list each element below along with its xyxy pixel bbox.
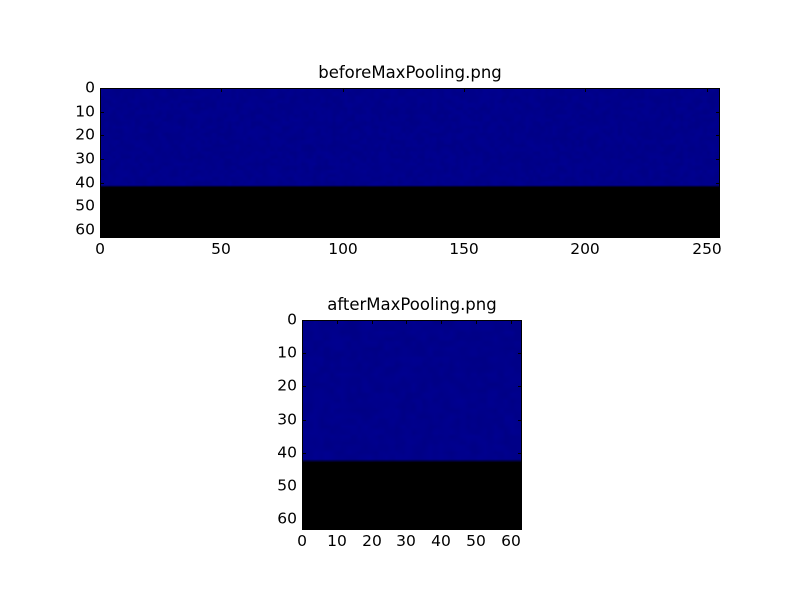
- y-ticklabel-40: 40: [75, 173, 95, 192]
- y-tick-20: [100, 135, 104, 136]
- x-tick-10: [337, 526, 338, 530]
- y-tick-right-10: [518, 353, 522, 354]
- x-tick-top-250: [707, 88, 708, 92]
- y-tick-right-40: [716, 183, 720, 184]
- y-tick-60: [302, 519, 306, 520]
- y-tick-right-10: [716, 112, 720, 113]
- x-tick-top-0: [100, 88, 101, 92]
- y-ticklabel-30: 30: [277, 410, 297, 429]
- x-tick-top-60: [511, 320, 512, 324]
- y-tick-10: [100, 112, 104, 113]
- x-tick-top-100: [343, 88, 344, 92]
- y-tick-right-40: [518, 453, 522, 454]
- y-ticklabel-20: 20: [277, 376, 297, 395]
- y-ticklabel-50: 50: [277, 476, 297, 495]
- plot-area-after: [302, 320, 522, 530]
- y-ticklabel-30: 30: [75, 149, 95, 168]
- x-tick-50: [221, 234, 222, 238]
- y-tick-30: [302, 420, 306, 421]
- y-tick-right-20: [518, 386, 522, 387]
- axes-after-max-pooling: afterMaxPooling.png 0 10 20 30 40 50 60 0 10 20 30…: [277, 296, 522, 549]
- y-tick-right-60: [518, 519, 522, 520]
- x-ticklabel-200: 200: [570, 240, 600, 258]
- y-tick-20: [302, 386, 306, 387]
- x-tick-top-0: [302, 320, 303, 324]
- x-ticklabel-150: 150: [449, 240, 479, 258]
- x-ticklabel-50: 50: [466, 532, 486, 550]
- x-tick-top-200: [585, 88, 586, 92]
- x-tick-top-30: [406, 320, 407, 324]
- x-tick-30: [406, 526, 407, 530]
- y-tick-0: [302, 320, 306, 321]
- y-tick-50: [100, 206, 104, 207]
- y-tick-right-30: [518, 420, 522, 421]
- y-ticklabel-50: 50: [75, 196, 95, 215]
- x-tick-40: [441, 526, 442, 530]
- x-ticklabel-100: 100: [328, 240, 358, 258]
- x-ticklabel-60: 60: [501, 532, 521, 550]
- x-tick-200: [585, 234, 586, 238]
- x-tick-top-40: [441, 320, 442, 324]
- y-tick-40: [302, 453, 306, 454]
- y-ticklabel-0: 0: [287, 310, 297, 329]
- x-ticklabel-50: 50: [211, 240, 231, 258]
- y-tick-right-60: [716, 230, 720, 231]
- x-tick-150: [464, 234, 465, 238]
- x-tick-250: [707, 234, 708, 238]
- x-tick-top-50: [221, 88, 222, 92]
- x-tick-50: [476, 526, 477, 530]
- x-tick-60: [511, 526, 512, 530]
- y-tick-right-0: [518, 320, 522, 321]
- x-tick-top-20: [372, 320, 373, 324]
- x-ticklabel-0: 0: [297, 532, 307, 550]
- x-tick-top-10: [337, 320, 338, 324]
- y-tick-right-50: [716, 206, 720, 207]
- x-ticklabel-250: 250: [692, 240, 722, 258]
- y-ticklabel-20: 20: [75, 125, 95, 144]
- y-tick-right-30: [716, 159, 720, 160]
- y-tick-right-20: [716, 135, 720, 136]
- y-tick-50: [302, 486, 306, 487]
- y-tick-10: [302, 353, 306, 354]
- heatmap-image-before: [101, 89, 719, 237]
- chart-title-before: beforeMaxPooling.png: [318, 62, 502, 82]
- y-tick-30: [100, 159, 104, 160]
- axes-before-max-pooling: beforeMaxPooling.png 0 50 100 150 200 250 0 10 2…: [75, 64, 722, 257]
- heatmap-image-after: [303, 321, 521, 529]
- y-ticklabel-40: 40: [277, 443, 297, 462]
- x-ticklabel-10: 10: [327, 532, 347, 550]
- x-tick-top-50: [476, 320, 477, 324]
- x-tick-0: [302, 526, 303, 530]
- y-tick-40: [100, 183, 104, 184]
- plot-area-before: [100, 88, 720, 238]
- x-tick-top-150: [464, 88, 465, 92]
- y-ticklabel-60: 60: [277, 509, 297, 528]
- x-ticklabel-20: 20: [362, 532, 382, 550]
- x-tick-0: [100, 234, 101, 238]
- y-ticklabel-10: 10: [75, 102, 95, 121]
- y-tick-right-50: [518, 486, 522, 487]
- x-ticklabel-30: 30: [396, 532, 416, 550]
- x-tick-20: [372, 526, 373, 530]
- y-tick-0: [100, 88, 104, 89]
- y-ticklabel-10: 10: [277, 343, 297, 362]
- x-ticklabel-0: 0: [95, 240, 105, 258]
- chart-title-after: afterMaxPooling.png: [327, 294, 497, 314]
- y-tick-right-0: [716, 88, 720, 89]
- y-tick-60: [100, 230, 104, 231]
- y-ticklabel-0: 0: [85, 78, 95, 97]
- x-tick-100: [343, 234, 344, 238]
- y-ticklabel-60: 60: [75, 220, 95, 239]
- x-ticklabel-40: 40: [431, 532, 451, 550]
